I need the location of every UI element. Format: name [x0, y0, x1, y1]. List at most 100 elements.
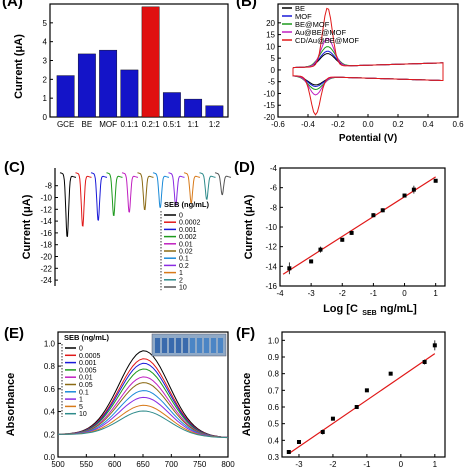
- y-axis-tick-label: -6: [270, 184, 278, 193]
- panel-label: (F): [236, 325, 255, 342]
- dpv-curve: [214, 172, 232, 196]
- y-axis-tick-label: 20: [266, 19, 275, 28]
- panel-label: (E): [4, 325, 24, 342]
- y-axis-tick-label: 0.7: [268, 386, 280, 395]
- data-point: [320, 430, 325, 434]
- x-axis-tick-label: -0.2: [331, 120, 345, 129]
- y-axis-tick-label: 10: [266, 42, 275, 51]
- data-point: [309, 259, 314, 264]
- data-point: [354, 405, 359, 409]
- fit-line: [282, 176, 436, 275]
- bar: [77, 53, 96, 118]
- bar: [56, 75, 75, 118]
- x-axis-tick-label: -3: [295, 460, 303, 469]
- y-axis-tick-label: -22: [40, 264, 52, 273]
- category-label: GCE: [57, 120, 74, 129]
- vial: [197, 338, 202, 353]
- y-axis-tick-label: -16: [40, 229, 52, 238]
- y-axis-tick-label: -24: [40, 276, 52, 285]
- legend-label: 0.01: [179, 241, 193, 248]
- data-point: [318, 247, 323, 252]
- panel-label: (C): [4, 159, 25, 176]
- y-axis-tick-label: -14: [40, 217, 52, 226]
- cv-curve: [292, 7, 444, 116]
- legend-label: 0.001: [179, 227, 197, 234]
- x-axis-tick-label: 750: [193, 460, 207, 469]
- y-axis-tick-label: 0.9: [268, 353, 280, 362]
- data-point: [432, 343, 437, 348]
- legend-label: BE: [295, 4, 305, 13]
- legend-label: 0.02: [179, 249, 193, 256]
- x-axis-tick-label: 0.6: [452, 120, 464, 129]
- legend-label: 0.1: [179, 256, 189, 263]
- legend-label: 0.0005: [79, 353, 101, 360]
- y-axis-label: Absorbance: [5, 373, 17, 437]
- bar: [99, 49, 118, 118]
- dpv-curve: [106, 172, 123, 216]
- y-axis-tick-label: 4: [43, 38, 48, 47]
- x-axis-tick-label: 0: [402, 289, 407, 298]
- legend-title: SEB (ng/mL): [164, 200, 209, 209]
- y-axis-tick-label: -8: [270, 203, 278, 212]
- data-point: [364, 388, 369, 393]
- y-axis-tick-label: -10: [40, 194, 52, 203]
- cv-curve: [292, 50, 444, 88]
- data-point: [388, 371, 393, 376]
- y-axis-tick-label: -16: [265, 282, 277, 291]
- bar: [184, 98, 203, 118]
- dpv-curve: [183, 172, 201, 204]
- data-point: [402, 193, 407, 198]
- x-axis-tick-label: 0.2: [392, 120, 404, 129]
- dpv-curve: [75, 172, 92, 227]
- y-axis-tick-label: 0.8: [44, 362, 56, 371]
- data-point: [296, 440, 301, 444]
- y-axis-tick-label: -8: [45, 182, 53, 191]
- y-axis-tick-label: 5: [43, 19, 48, 28]
- y-axis-tick-label: 2: [43, 75, 48, 84]
- y-axis-tick-label: -12: [40, 205, 52, 214]
- dpv-curve: [121, 172, 139, 213]
- legend-label: MOF: [295, 12, 312, 21]
- legend-label: 1: [179, 270, 183, 277]
- y-axis-label: Current (μA): [21, 194, 33, 259]
- vial: [183, 338, 188, 353]
- data-point: [380, 208, 385, 213]
- x-axis-tick-label: -2: [329, 460, 337, 469]
- y-axis-tick-label: 0.4: [44, 408, 56, 417]
- dpv-curve: [168, 172, 185, 206]
- legend-label: 1: [79, 397, 83, 404]
- y-axis-tick-label: -10: [265, 223, 277, 232]
- absorbance-curve: [58, 410, 229, 439]
- legend-label: 0: [79, 346, 83, 353]
- y-axis-tick-label: 0.3: [268, 453, 280, 462]
- category-label: 0.2:1: [142, 120, 160, 129]
- y-axis-tick-label: 1: [43, 94, 48, 103]
- y-axis-tick-label: -20: [40, 253, 52, 262]
- dpv-curve: [137, 172, 154, 211]
- y-axis-label: Absorbance: [241, 373, 253, 437]
- legend-label: 0.1: [79, 389, 89, 396]
- legend-label: BE@MOF: [295, 20, 330, 29]
- y-axis-tick-label: -4: [270, 164, 278, 173]
- dpv-curve: [59, 172, 77, 237]
- y-axis-label: Current (μA): [13, 34, 25, 99]
- data-point: [433, 178, 438, 183]
- x-axis-tick-label: 800: [221, 460, 235, 469]
- x-axis-label: Log [C: [323, 303, 358, 315]
- absorbance-curve: [58, 396, 229, 439]
- category-label: MOF: [99, 120, 117, 129]
- dpv-curve: [90, 172, 108, 221]
- x-axis-tick-label: 0.0: [362, 120, 374, 129]
- category-label: 0.5:1: [163, 120, 181, 129]
- x-axis-tick-label: -4: [276, 289, 284, 298]
- panel-label: (D): [234, 159, 255, 176]
- y-axis-tick-label: 1.0: [44, 339, 56, 348]
- dpv-curve: [152, 172, 170, 208]
- legend-label: 2: [179, 277, 183, 284]
- axes-frame: [281, 331, 446, 458]
- data-point: [349, 230, 354, 235]
- category-label: BE: [82, 120, 93, 129]
- y-axis-tick-label: 0.8: [268, 370, 280, 379]
- legend-label: 0: [179, 213, 183, 220]
- y-axis-tick-label: 0: [271, 66, 276, 75]
